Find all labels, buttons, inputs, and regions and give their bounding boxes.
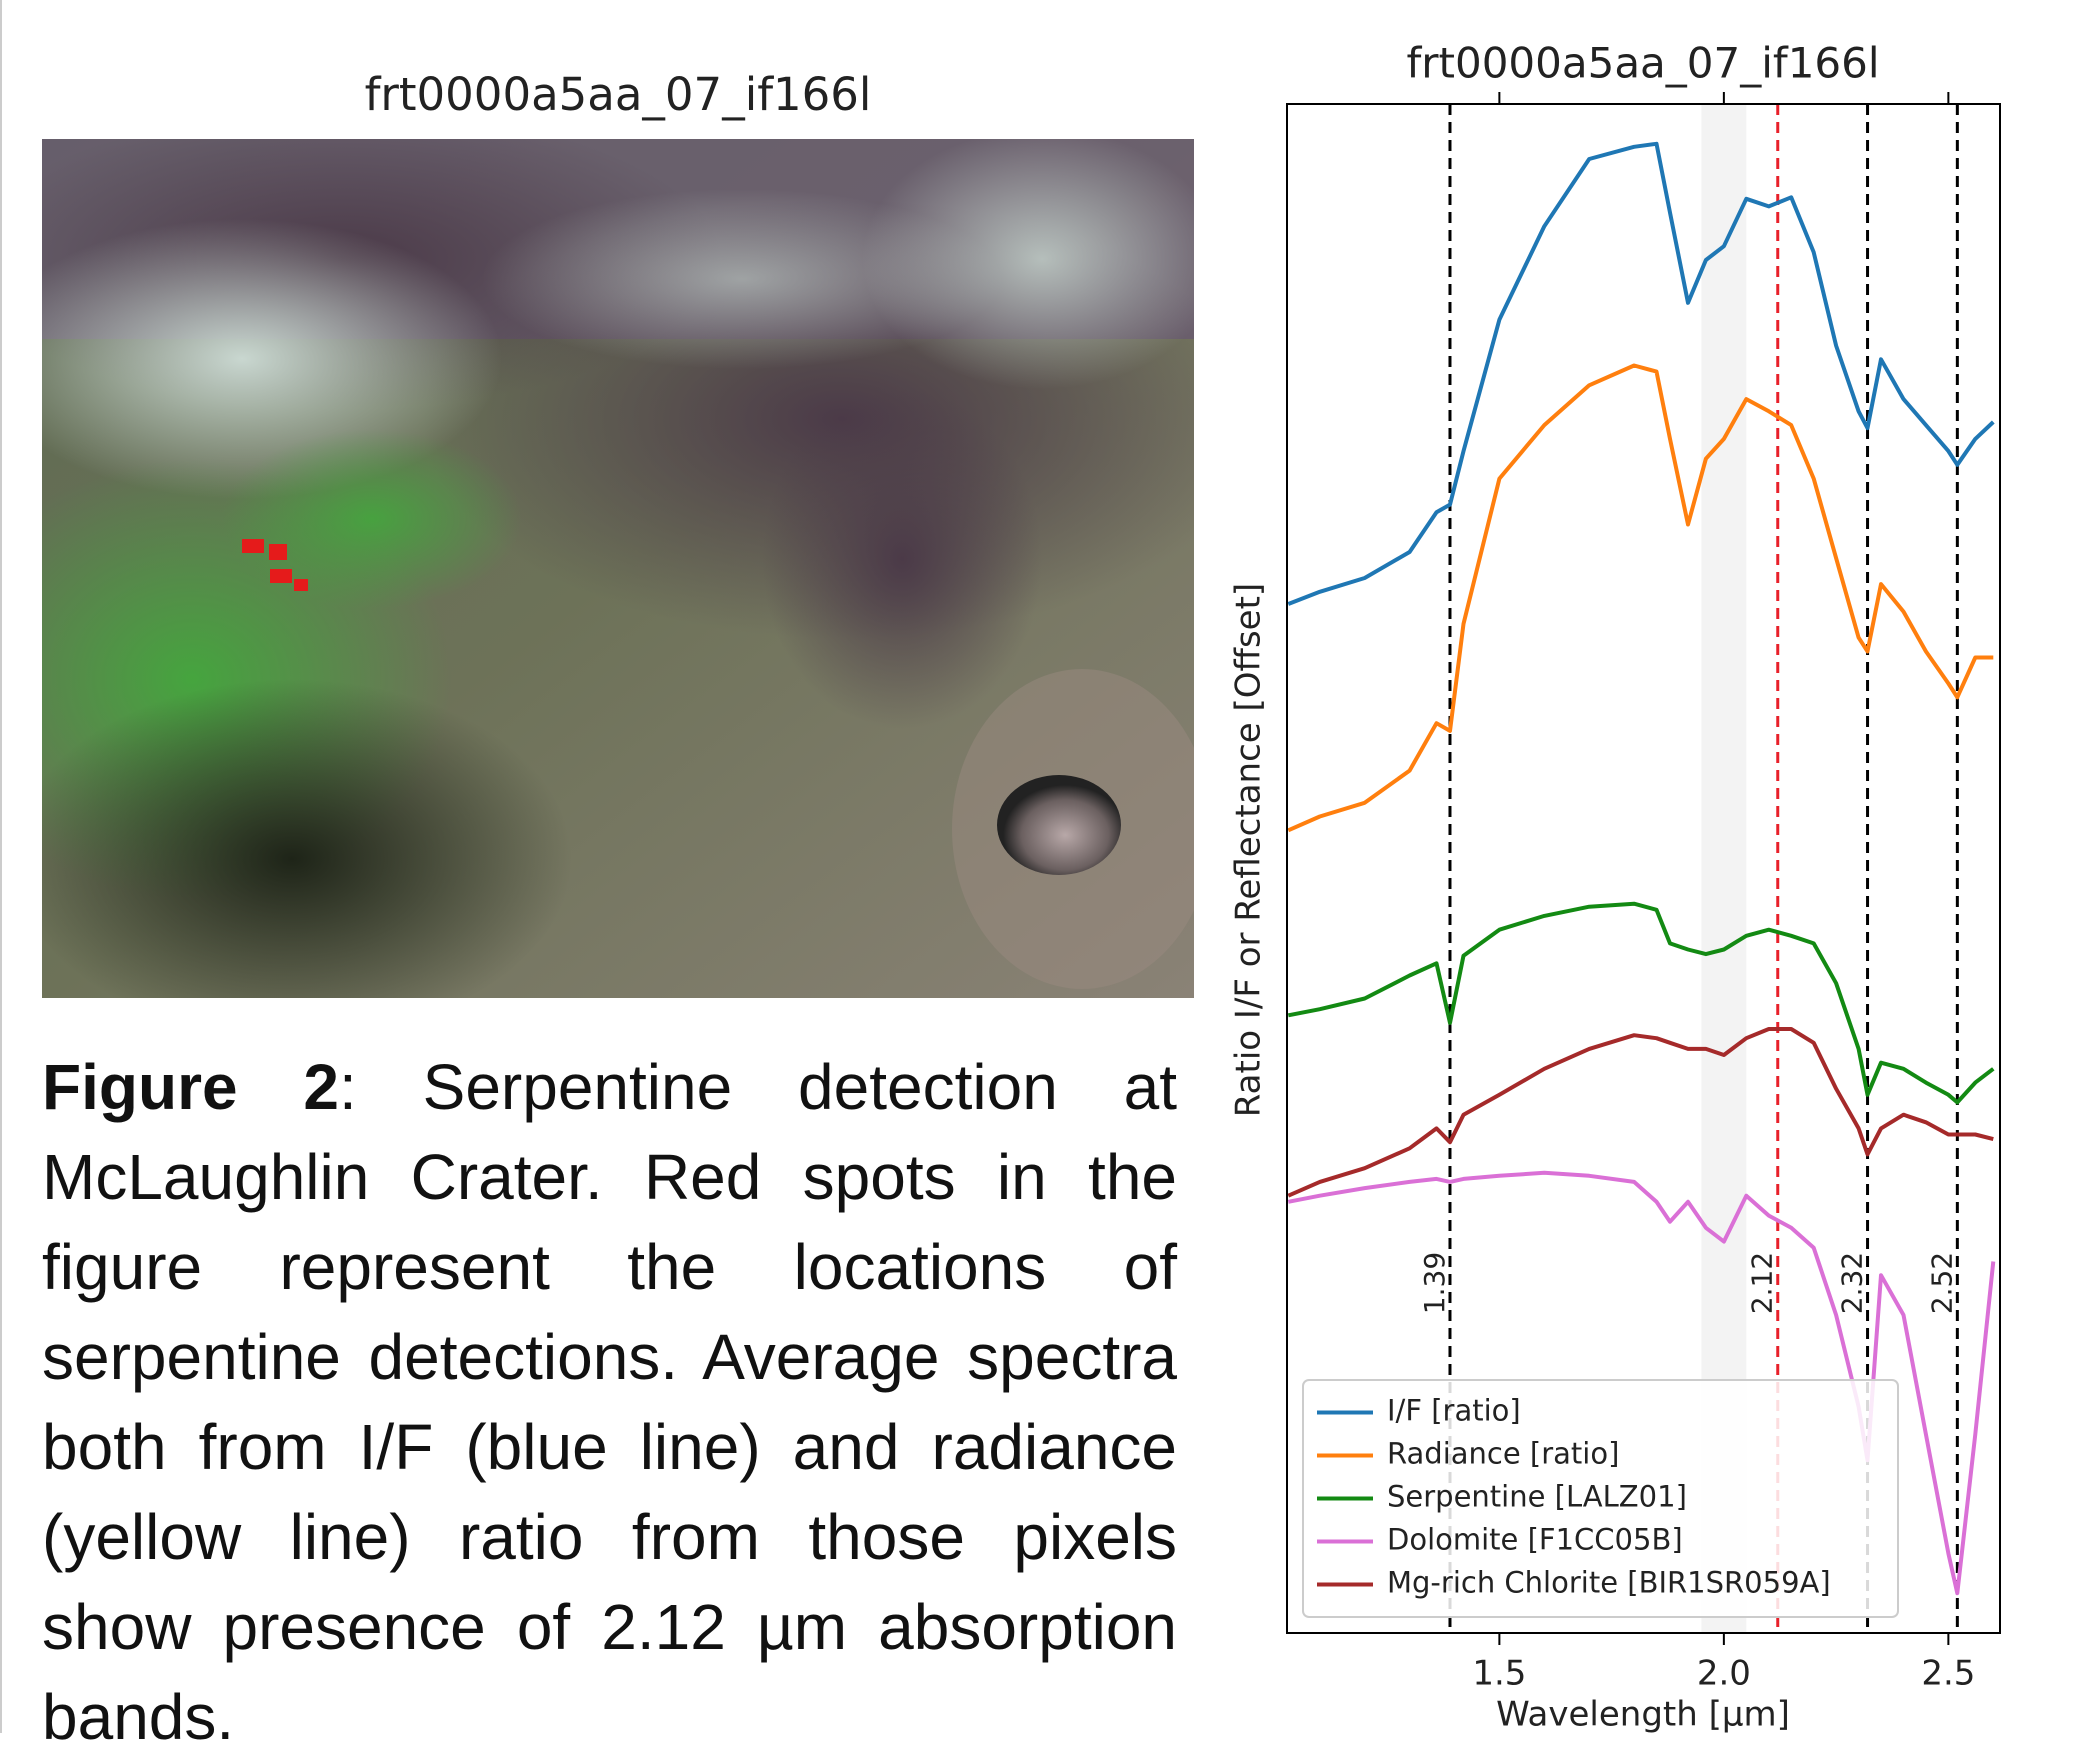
series-line — [1288, 1029, 1993, 1196]
y-axis-label: Ratio I/F or Reflectance [Offset] — [1229, 583, 1269, 1117]
x-tick-label: 2.5 — [1921, 1654, 1975, 1694]
legend-label: I/F [ratio] — [1387, 1394, 1521, 1428]
legend-label: Serpentine [LALZ01] — [1387, 1480, 1687, 1514]
series-line — [1288, 144, 1993, 604]
series-line — [1288, 366, 1993, 831]
chart-title: frt0000a5aa_07_if166l — [1406, 39, 1879, 88]
reference-label: 2.12 — [1746, 1252, 1779, 1314]
series-line — [1288, 904, 1993, 1103]
legend-label: Radiance [ratio] — [1387, 1437, 1619, 1471]
page: frt0000a5aa_07_if166l Figure 2: Serpent — [0, 0, 2075, 1733]
reference-label: 2.52 — [1925, 1252, 1958, 1314]
reference-label: 2.32 — [1836, 1252, 1869, 1314]
chart: frt0000a5aa_07_if166l Wavelength [µm] Ra… — [2, 0, 2075, 1735]
x-axis-label: Wavelength [µm] — [1496, 1695, 1790, 1735]
reference-label: 1.39 — [1418, 1252, 1451, 1314]
x-tick-label: 1.5 — [1472, 1654, 1526, 1694]
x-tick-label: 2.0 — [1697, 1654, 1751, 1694]
legend: I/F [ratio] Radiance [ratio] Serpentine [L… — [1303, 1380, 1898, 1617]
legend-label: Mg-rich Chlorite [BIR1SR059A] — [1387, 1566, 1831, 1600]
legend-label: Dolomite [F1CC05B] — [1387, 1523, 1683, 1557]
